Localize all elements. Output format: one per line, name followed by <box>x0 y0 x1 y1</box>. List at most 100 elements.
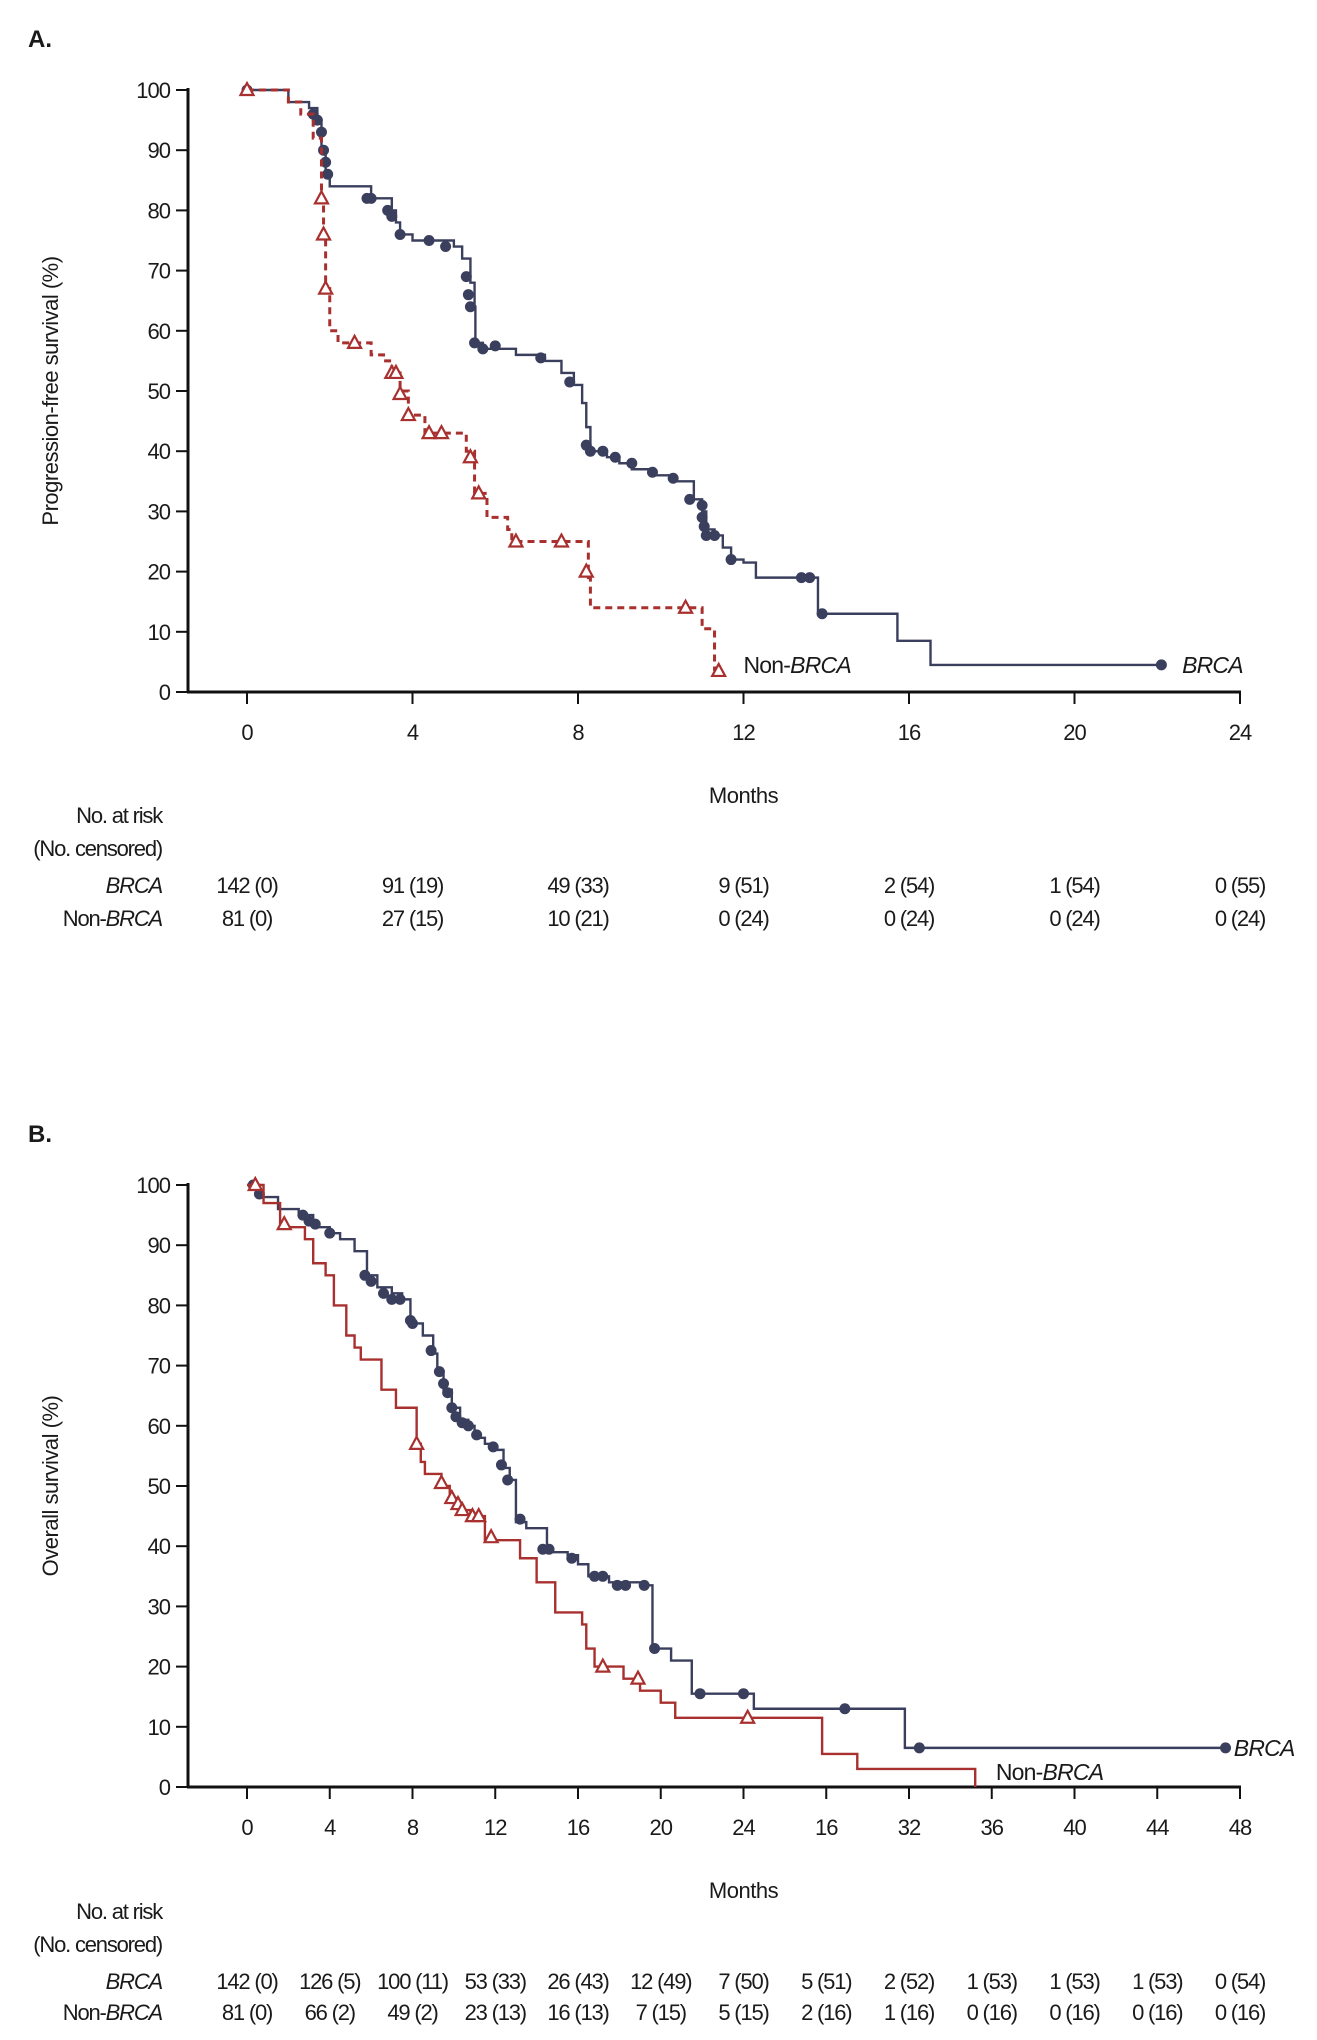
risk-cell: 5 (51) <box>801 1969 851 1994</box>
y-tick-label: 50 <box>148 1474 171 1499</box>
y-tick-label: 90 <box>148 1233 171 1258</box>
risk-row-label-italic: BRCA <box>106 873 163 898</box>
censor-mark-triangle <box>470 1506 488 1523</box>
curve-label-prefix: Non- <box>744 652 791 678</box>
x-tick-label: 8 <box>572 720 584 745</box>
risk-cell: 1 (53) <box>967 1969 1017 1994</box>
risk-cell: 0 (54) <box>1215 1969 1265 1994</box>
x-tick-label: 32 <box>898 1815 921 1840</box>
censor-mark-circle <box>386 210 398 222</box>
risk-row-label: BRCA <box>106 1969 163 1994</box>
censor-mark-triangle <box>482 1527 500 1544</box>
y-tick-label: 0 <box>159 1775 171 1800</box>
y-tick-label: 80 <box>148 1293 171 1318</box>
risk-row-label-italic: BRCA <box>106 906 163 931</box>
x-tick-label: 0 <box>241 1815 253 1840</box>
censor-mark-circle <box>460 271 472 283</box>
y-tick-label: 60 <box>148 1414 171 1439</box>
curve-label-brca: BRCA <box>1182 652 1243 678</box>
y-tick-label: 10 <box>148 620 171 645</box>
risk-cell: 1 (16) <box>884 2000 934 2025</box>
x-tick-label: 4 <box>407 720 419 745</box>
censor-mark-circle <box>386 1293 398 1305</box>
censor-mark-circle <box>804 572 816 584</box>
x-tick-label: 16 <box>567 1815 590 1840</box>
censor-mark-circle <box>365 192 377 204</box>
y-tick-label: 20 <box>148 1655 171 1680</box>
censor-mark-triangle <box>577 562 595 578</box>
risk-row-label-prefix: Non- <box>63 906 107 931</box>
censor-mark-circle <box>433 1366 445 1378</box>
censor-mark-circle <box>309 1218 321 1230</box>
censor-mark-circle <box>438 1378 450 1390</box>
censor-mark-triangle <box>453 1500 471 1517</box>
censor-mark-circle <box>440 241 452 253</box>
risk-row-label: Non-BRCA <box>63 2000 163 2025</box>
censor-mark-circle <box>378 1287 390 1299</box>
x-tick-label: 20 <box>650 1815 673 1840</box>
censor-mark-circle <box>1220 1742 1232 1754</box>
curve-label-brca: BRCA <box>1234 1735 1295 1761</box>
censor-mark-circle <box>394 1293 406 1305</box>
panel-a-pfs: A. 0 10 20 30 40 50 60 70 80 90 100 0 4 8 12 16 20 24 Month… <box>28 26 1266 931</box>
censor-mark-circle <box>471 1429 483 1441</box>
censor-mark-triangle <box>391 384 409 401</box>
censor-mark-triangle <box>629 1669 647 1685</box>
censor-mark-circle <box>696 511 708 523</box>
x-tick-label: 24 <box>1229 720 1252 745</box>
censor-mark-circle <box>495 1459 507 1471</box>
km-curve-brca <box>247 88 1162 667</box>
curve-label-italic: BRCA <box>1182 652 1243 678</box>
censor-mark-circle <box>609 451 621 463</box>
curve-label-non-brca: Non-BRCA <box>996 1759 1104 1785</box>
risk-cell: 0 (55) <box>1215 873 1265 898</box>
censor-mark-triangle <box>313 189 330 205</box>
risk-table: No. at risk (No. censored) BRCA 142 (0) 91 (… <box>33 803 1266 931</box>
censor-mark-circle <box>487 1441 499 1453</box>
x-tick-label: 16 <box>815 1815 838 1840</box>
x-tick-label: 4 <box>324 1815 336 1840</box>
censor-mark-circle <box>1155 659 1167 671</box>
risk-cell: 27 (15) <box>382 906 443 931</box>
curve-label-italic: BRCA <box>790 652 851 678</box>
x-tick-label: 20 <box>1063 720 1086 745</box>
censor-mark-circle <box>649 1643 661 1655</box>
censor-mark-circle <box>322 168 334 180</box>
censor-mark-circle <box>442 1387 454 1399</box>
risk-cell: 12 (49) <box>630 1969 691 1994</box>
y-tick-label: 90 <box>148 138 171 163</box>
censor-mark-triangle <box>400 405 417 422</box>
censor-mark-triangle <box>462 447 479 464</box>
risk-cell: 53 (33) <box>465 1969 526 1994</box>
x-tick-label: 48 <box>1229 1815 1252 1840</box>
censor-mark-circle <box>253 1188 265 1200</box>
censor-mark-circle <box>597 1570 609 1582</box>
risk-cell: 81 (0) <box>222 2000 272 2025</box>
censor-mark-triangle <box>507 532 525 548</box>
censor-mark-circle <box>795 572 807 584</box>
censor-mark-circle <box>698 520 710 532</box>
censor-mark-triangle <box>470 484 488 500</box>
y-tick-label: 70 <box>148 259 171 284</box>
censor-mark-circle <box>709 529 721 541</box>
risk-cell: 142 (0) <box>216 873 277 898</box>
censor-mark-triangle <box>433 1473 450 1490</box>
censor-mark-triangle <box>553 532 570 548</box>
y-tick-label: 60 <box>148 319 171 344</box>
censor-mark-circle <box>564 376 576 388</box>
y-tick-label: 100 <box>136 78 170 103</box>
censor-mark-circle <box>394 228 406 240</box>
censor-mark-circle <box>646 466 658 478</box>
x-tick-label: 0 <box>241 720 253 745</box>
censor-mark-triangle <box>387 363 405 380</box>
y-tick-label: 30 <box>148 499 171 524</box>
risk-table-header: No. at risk <box>76 803 164 828</box>
risk-cell: 7 (15) <box>636 2000 686 2025</box>
risk-cell: 91 (19) <box>382 873 443 898</box>
risk-cell: 0 (24) <box>884 906 934 931</box>
y-axis-title: Overall survival (%) <box>38 1396 63 1577</box>
risk-cell: 9 (51) <box>718 873 768 898</box>
censor-mark-circle <box>514 1513 526 1525</box>
panel-label: B. <box>28 1121 52 1148</box>
